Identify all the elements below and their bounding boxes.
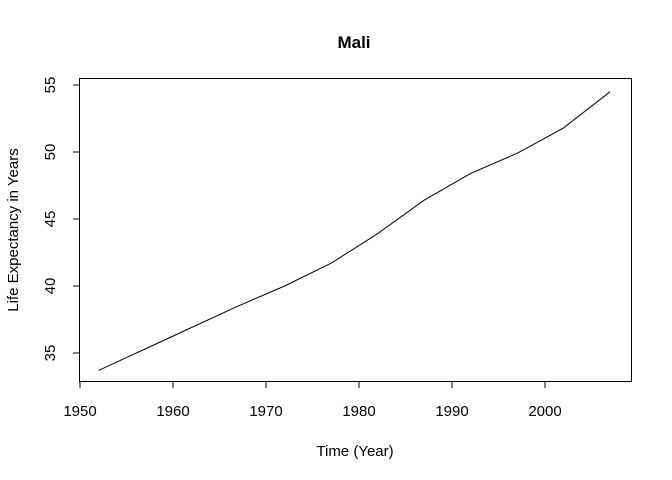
x-tick-label: 1950: [63, 403, 96, 420]
y-axis: 35 40 45 50 55: [42, 77, 80, 362]
data-point: [190, 326, 193, 329]
x-tick-label: 1970: [249, 403, 282, 420]
x-tick-label: 1990: [435, 403, 468, 420]
data-point: [283, 285, 286, 288]
y-tick-label: 45: [42, 211, 59, 228]
series-layer: [97, 90, 612, 372]
chart-title: Mali: [337, 33, 370, 52]
data-point: [376, 232, 379, 235]
y-axis-label: Life Expectancy in Years: [5, 148, 22, 311]
data-point: [97, 369, 100, 372]
x-axis-label: Time (Year): [316, 443, 393, 460]
plot-area-box: [79, 78, 632, 382]
x-axis: 1950 1960 1970 1980 1990 2000: [63, 381, 562, 420]
data-point: [516, 152, 519, 155]
data-point: [562, 126, 565, 129]
y-tick-label: 55: [42, 77, 59, 94]
x-tick-label: 1980: [342, 403, 375, 420]
y-tick-label: 35: [42, 345, 59, 362]
series-line: [98, 91, 611, 371]
data-point: [423, 199, 426, 202]
data-point: [144, 348, 147, 351]
x-tick-label: 1960: [156, 403, 189, 420]
data-point: [237, 305, 240, 308]
y-tick-label: 40: [42, 278, 59, 295]
data-point: [469, 172, 472, 175]
data-point: [609, 90, 612, 93]
x-tick-label: 2000: [528, 403, 561, 420]
y-tick-label: 50: [42, 144, 59, 161]
data-point: [330, 262, 333, 265]
